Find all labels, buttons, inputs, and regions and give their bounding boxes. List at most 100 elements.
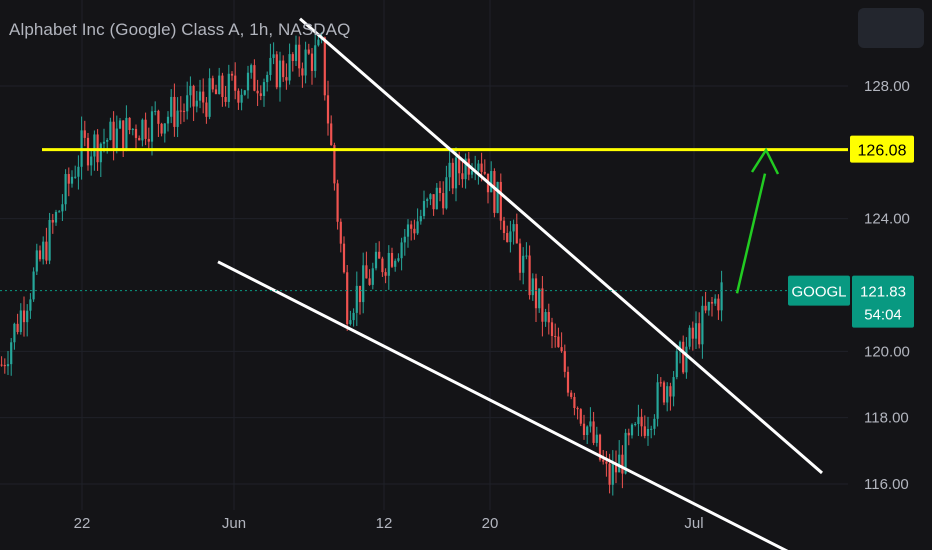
candle-body [35, 250, 38, 272]
x-tick-label: Jun [222, 515, 246, 532]
candle-body [282, 60, 285, 78]
candle-body [525, 255, 528, 257]
candle-body [624, 432, 627, 474]
candle-body [48, 219, 51, 261]
candle-body [483, 171, 486, 174]
candle-body [694, 323, 698, 339]
candle-body [29, 299, 32, 311]
candle-body [259, 93, 262, 96]
candle-body [54, 211, 58, 223]
candle-body [512, 224, 515, 232]
candle-body [45, 241, 48, 261]
candle-body [141, 119, 144, 141]
candle-body [349, 320, 352, 325]
x-tick-label: 12 [376, 515, 393, 532]
candle-body [163, 123, 166, 134]
candle-body [557, 336, 560, 348]
candle-body [400, 242, 403, 259]
price-tag [852, 275, 914, 328]
candle-body [173, 96, 176, 127]
candle-body [595, 434, 598, 443]
candle-body [576, 407, 579, 410]
candle-body [509, 231, 512, 243]
candle-body [182, 110, 186, 112]
candle-body [522, 255, 525, 273]
candle-body [538, 288, 541, 309]
candle-body [147, 138, 150, 142]
candle-body [317, 39, 320, 46]
candle-body [621, 454, 624, 474]
candle-body [102, 141, 106, 144]
candle-body [518, 243, 522, 273]
candle-body [202, 91, 205, 103]
candle-body [333, 145, 336, 184]
candle-body [115, 128, 118, 150]
candle-body [406, 224, 410, 237]
candle-body [582, 423, 586, 436]
level-tag-label: 126.08 [858, 143, 907, 160]
candle-body [368, 278, 371, 285]
candle-body [653, 418, 656, 429]
x-tick-label: 22 [74, 515, 91, 532]
candle-body [154, 110, 157, 112]
candle-body [307, 49, 310, 54]
candle-body [390, 253, 394, 267]
candle-body [704, 305, 707, 311]
candle-body [554, 336, 557, 338]
candle-body [118, 120, 122, 129]
candle-body [301, 68, 304, 76]
candle-body [394, 260, 397, 267]
y-tick-label: 124.00 [864, 211, 910, 228]
toolbar-button[interactable] [858, 8, 924, 48]
candle-body [602, 459, 605, 462]
candle-body [445, 177, 448, 209]
candle-body [672, 377, 675, 397]
candle-body [499, 181, 502, 221]
candle-body [323, 37, 326, 96]
candle-body [365, 265, 368, 279]
candle-body [83, 130, 86, 138]
candle-body [592, 421, 595, 443]
candle-body [64, 174, 67, 205]
candle-body [384, 272, 387, 276]
price-tag-label: 121.83 [860, 284, 906, 301]
candle-body [637, 416, 640, 425]
candle-body [448, 162, 451, 178]
candle-body [387, 253, 390, 276]
candle-body [32, 271, 35, 300]
candle-body [192, 85, 195, 107]
candle-body [374, 251, 378, 269]
candle-body [682, 341, 685, 373]
candle-body [534, 278, 538, 309]
candle-body [685, 346, 688, 373]
candle-body [413, 228, 416, 234]
candle-body [205, 102, 208, 117]
candle-body [314, 45, 317, 71]
candle-body [3, 364, 6, 367]
candle-body [234, 75, 237, 91]
candle-body [67, 174, 70, 184]
candle-body [432, 194, 435, 210]
candle-body [464, 158, 467, 180]
y-tick-label: 120.00 [864, 343, 910, 360]
candle-body [429, 194, 432, 200]
candle-body [294, 44, 298, 61]
candle-body [426, 199, 429, 201]
candle-body [278, 60, 282, 88]
candle-body [419, 216, 422, 222]
candle-body [515, 224, 518, 244]
candle-body [310, 53, 314, 71]
candle-body [550, 322, 554, 337]
candle-body [262, 82, 266, 96]
candle-body [630, 424, 634, 436]
candle-body [128, 117, 131, 131]
axes: 116.00 118.00 120.00 124.00 128.00 22 Jun 12 20 J… [74, 78, 914, 532]
candle-body [646, 429, 650, 436]
candle-body [490, 171, 493, 193]
candle-body [640, 416, 643, 427]
candle-body [253, 65, 256, 91]
candle-body [586, 426, 589, 436]
candle-body [458, 157, 461, 174]
